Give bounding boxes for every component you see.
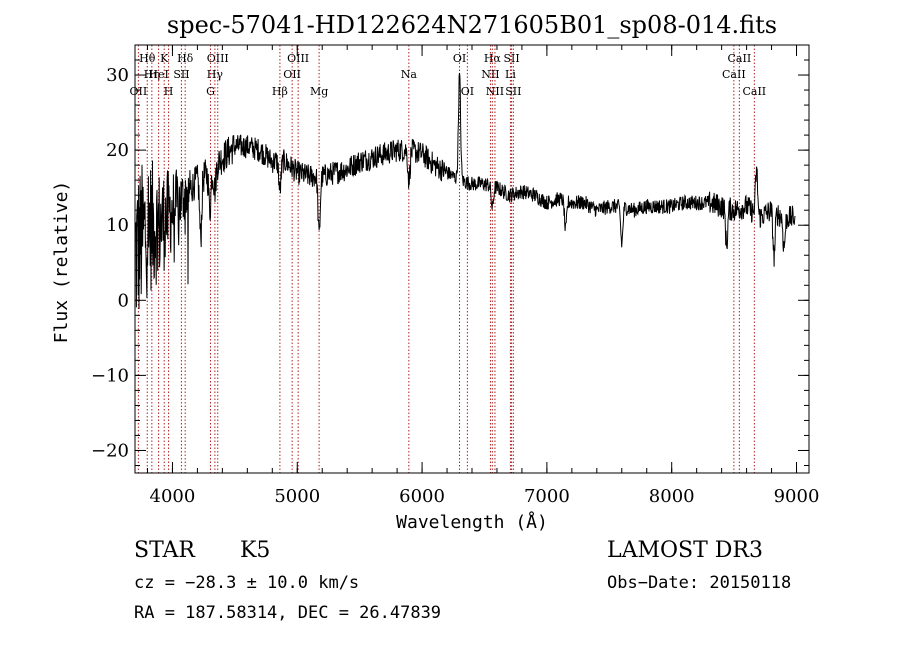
- marker-label: Hη: [144, 68, 160, 81]
- marker-label: H: [164, 85, 174, 98]
- y-tick-label: 0: [118, 290, 129, 311]
- marker-label: OI: [461, 85, 474, 98]
- marker-label: Hγ: [207, 68, 224, 81]
- marker-label: OII: [130, 85, 148, 98]
- x-tick-label: 6000: [399, 486, 445, 507]
- marker-label: OII: [283, 68, 301, 81]
- y-tick-labels: −20 −10 0 10 20 30: [91, 65, 129, 461]
- object-class: STAR: [134, 538, 195, 563]
- marker-label: Hδ: [177, 52, 194, 65]
- marker-label: NII: [486, 85, 504, 98]
- marker-label: Li: [505, 68, 516, 81]
- marker-label: SII: [503, 52, 519, 65]
- marker-label: Mg: [310, 85, 328, 98]
- x-tick-label: 8000: [649, 486, 695, 507]
- marker-label: Hβ: [272, 85, 288, 98]
- marker-label: CaII: [722, 68, 746, 81]
- y-tick-label: 10: [106, 215, 129, 236]
- marker-label: Hα: [484, 52, 502, 65]
- ra-dec: RA = 187.58314, DEC = 26.47839: [134, 603, 442, 623]
- y-tick-label: −20: [91, 440, 129, 461]
- y-tick-label: 20: [106, 140, 129, 161]
- x-tick-label: 5000: [274, 486, 320, 507]
- marker-label: NII: [481, 68, 499, 81]
- x-tick-labels: 4000 5000 6000 7000 8000 9000: [150, 486, 820, 507]
- plot-frame: [134, 44, 810, 474]
- y-tick-label: −10: [91, 365, 129, 386]
- y-axis-label: Flux (relative): [51, 181, 72, 344]
- marker-label: CaII: [728, 52, 752, 65]
- redshift-cz: cz = −28.3 ± 10.0 km/s: [134, 573, 360, 593]
- marker-label: Na: [401, 68, 418, 81]
- marker-label: OIII: [287, 52, 309, 65]
- minor-ticks: [135, 44, 809, 473]
- x-tick-label: 7000: [524, 486, 570, 507]
- marker-label: OI: [453, 52, 466, 65]
- chart-title: spec-57041-HD122624N271605B01_sp08-014.f…: [167, 11, 777, 39]
- obs-date: Obs−Date: 20150118: [607, 573, 792, 593]
- x-tick-label: 9000: [774, 486, 820, 507]
- spectral-line-markers: Hθ OII HηK HeI H Hδ SII OIII Hγ G OIII OII Hβ Mg Na OI O…: [130, 45, 766, 473]
- x-axis-label: Wavelength (Å): [396, 511, 548, 533]
- marker-label: Hθ: [139, 52, 156, 65]
- marker-label: CaII: [742, 85, 766, 98]
- marker-label: OIII: [207, 52, 229, 65]
- x-tick-label: 4000: [150, 486, 196, 507]
- y-tick-label: 30: [106, 65, 129, 86]
- major-ticks: [135, 45, 809, 473]
- object-subclass: K5: [240, 538, 271, 563]
- survey-name: LAMOST DR3: [607, 538, 763, 563]
- marker-label: G: [206, 85, 215, 98]
- marker-label: HeI: [148, 68, 168, 81]
- marker-label: SII: [505, 85, 521, 98]
- marker-label: K: [160, 52, 169, 65]
- spectrum-line: [134, 72, 796, 310]
- marker-label: SII: [173, 68, 189, 81]
